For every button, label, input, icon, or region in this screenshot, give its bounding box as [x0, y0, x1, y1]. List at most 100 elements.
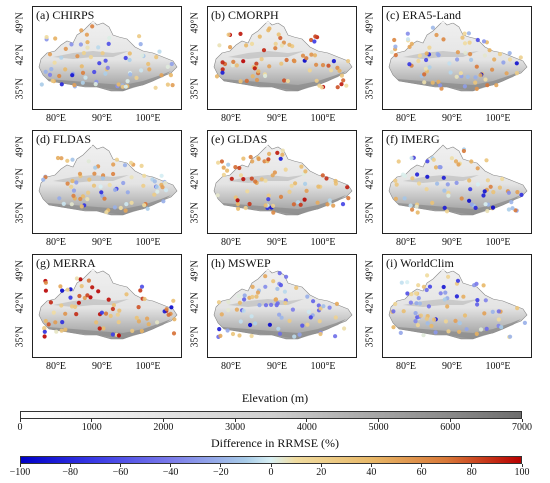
station-point — [63, 67, 68, 72]
station-point — [43, 288, 48, 293]
station-point — [490, 309, 495, 314]
station-point — [103, 58, 108, 63]
difference-colorbar-title: Difference in RRMSE (%) — [210, 436, 340, 450]
station-point — [49, 67, 54, 72]
longitude-tick-label: 80°E — [220, 113, 242, 124]
latitude-tick-label: 35°N — [364, 78, 376, 100]
station-point — [63, 311, 68, 316]
colorbar-tick-mark — [320, 464, 322, 467]
station-point — [391, 309, 396, 314]
map-canvas — [38, 20, 178, 92]
station-point — [457, 329, 462, 334]
mountain-band — [222, 195, 346, 215]
station-point — [427, 45, 432, 50]
station-point — [226, 299, 231, 304]
station-point — [273, 297, 278, 302]
mountain-band — [47, 319, 171, 339]
station-point — [81, 50, 86, 56]
station-point — [125, 190, 130, 195]
station-point — [289, 183, 294, 188]
station-point — [90, 24, 95, 29]
station-point — [96, 289, 101, 294]
station-point — [46, 322, 51, 327]
station-point — [415, 323, 420, 328]
station-point — [256, 69, 261, 74]
mountain-band — [222, 319, 346, 339]
station-point — [454, 294, 459, 299]
station-point — [279, 315, 284, 320]
station-point — [244, 43, 249, 48]
station-point — [482, 53, 487, 58]
station-point — [220, 60, 225, 65]
colorbar-tick-mark — [471, 464, 473, 467]
map-panel-7: (g) MERRA 49°N 42°N 35°N 80°E 90°E 100°E — [8, 254, 182, 378]
station-point — [282, 78, 287, 83]
station-point — [425, 273, 430, 278]
station-point — [128, 72, 133, 77]
station-point — [61, 201, 66, 206]
station-point — [77, 171, 83, 176]
map-panel-5: (e) GLDAS 49°N 42°N 35°N 80°E 90°E 100°E — [183, 130, 357, 254]
station-point — [103, 311, 109, 316]
station-point — [433, 330, 438, 335]
station-point — [63, 327, 68, 332]
station-point — [231, 59, 236, 64]
station-point — [305, 322, 310, 327]
longitude-tick-label: 90°E — [266, 113, 288, 124]
station-point — [161, 199, 166, 204]
latitude-tick-label: 35°N — [364, 202, 376, 224]
station-point — [254, 77, 260, 83]
station-point — [214, 74, 220, 79]
station-point — [455, 50, 460, 55]
station-point — [492, 57, 497, 62]
station-point — [335, 85, 340, 90]
station-point — [292, 334, 297, 339]
station-point — [65, 181, 70, 186]
longitude-tick-label: 100°E — [135, 237, 161, 248]
station-point — [320, 63, 326, 68]
colorbar-tick-label: −60 — [112, 467, 129, 478]
longitude-tick-label: 80°E — [220, 237, 242, 248]
station-point — [124, 292, 129, 297]
station-point — [462, 313, 468, 318]
station-point — [136, 319, 141, 324]
map-canvas — [388, 20, 528, 92]
station-point — [430, 80, 435, 85]
station-point — [65, 158, 70, 163]
latitude-tick-label: 49°N — [14, 12, 26, 34]
station-point — [241, 177, 246, 182]
station-point — [311, 299, 316, 304]
station-point — [152, 192, 157, 197]
station-point — [272, 170, 277, 175]
station-point — [125, 79, 130, 84]
station-point — [153, 85, 158, 90]
station-point — [405, 31, 410, 36]
station-point — [497, 185, 502, 190]
station-point — [437, 165, 442, 170]
station-point — [139, 284, 145, 289]
station-point — [278, 156, 283, 161]
station-point — [501, 60, 506, 65]
station-point — [439, 86, 444, 91]
station-point — [317, 319, 322, 324]
latitude-tick-label: 35°N — [14, 202, 26, 224]
panel-label: (g) MERRA — [35, 256, 97, 271]
station-point — [294, 285, 299, 290]
station-point — [80, 80, 85, 85]
station-point — [152, 179, 157, 184]
station-point — [481, 283, 486, 288]
station-point — [474, 331, 479, 336]
latitude-tick-label: 35°N — [189, 202, 201, 224]
station-point — [270, 203, 276, 208]
colorbar-tick-mark — [521, 419, 523, 422]
station-point — [506, 207, 511, 212]
station-point — [105, 65, 110, 70]
station-point — [417, 181, 422, 186]
station-point — [449, 156, 454, 161]
station-point — [417, 53, 422, 58]
station-point — [159, 173, 164, 178]
station-point — [70, 157, 75, 162]
station-point — [416, 283, 421, 288]
map-panel-8: (h) MSWEP 49°N 42°N 35°N 80°E 90°E 100°E — [183, 254, 357, 378]
station-point — [416, 58, 421, 64]
